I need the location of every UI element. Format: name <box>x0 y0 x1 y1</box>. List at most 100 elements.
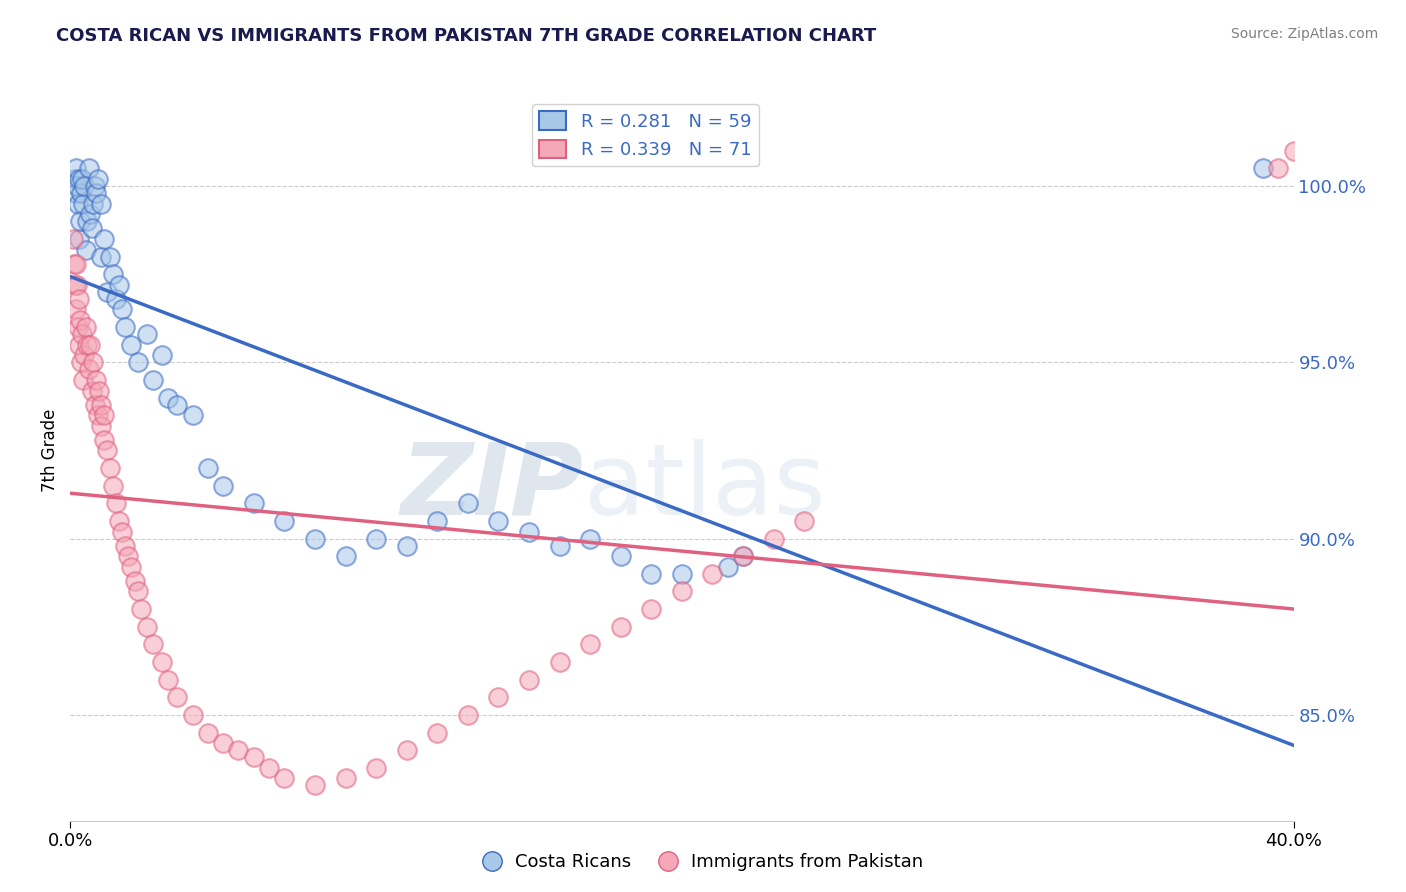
Point <box>1282 144 1305 158</box>
Point <box>77 161 100 176</box>
Point <box>96 443 118 458</box>
Point <box>273 514 295 528</box>
Point <box>1251 161 1274 176</box>
Point <box>65 161 87 176</box>
Point <box>69 337 91 351</box>
Point <box>72 373 94 387</box>
Point <box>83 398 105 412</box>
Point <box>67 292 90 306</box>
Point <box>90 418 112 433</box>
Point <box>457 707 479 722</box>
Point <box>75 243 97 257</box>
Point <box>79 207 101 221</box>
Point <box>90 196 112 211</box>
Point <box>488 690 510 705</box>
Point <box>181 707 204 722</box>
Point <box>111 302 134 317</box>
Point <box>82 355 104 369</box>
Point <box>457 496 479 510</box>
Point <box>488 514 510 528</box>
Point <box>108 277 131 292</box>
Point <box>69 214 91 228</box>
Point <box>105 292 128 306</box>
Point <box>70 327 93 342</box>
Point <box>105 496 128 510</box>
Point <box>108 514 131 528</box>
Point <box>93 232 115 246</box>
Point <box>114 320 136 334</box>
Point <box>793 514 815 528</box>
Point <box>80 384 103 398</box>
Point <box>76 214 98 228</box>
Point <box>70 186 93 200</box>
Point <box>335 772 357 786</box>
Point <box>335 549 357 564</box>
Point <box>73 348 96 362</box>
Point <box>212 479 235 493</box>
Point <box>1267 161 1289 176</box>
Point <box>212 736 235 750</box>
Point <box>66 196 89 211</box>
Point <box>257 761 280 775</box>
Point <box>101 479 124 493</box>
Point <box>366 532 388 546</box>
Point <box>426 725 449 739</box>
Point <box>84 186 107 200</box>
Point <box>150 348 173 362</box>
Text: ZIP: ZIP <box>401 439 583 536</box>
Point <box>671 584 693 599</box>
Point <box>63 277 86 292</box>
Point <box>101 267 124 281</box>
Point <box>579 637 602 651</box>
Point <box>548 655 571 669</box>
Point <box>76 337 98 351</box>
Point <box>731 549 754 564</box>
Point <box>111 524 134 539</box>
Point <box>63 257 86 271</box>
Point <box>243 750 266 764</box>
Legend: Costa Ricans, Immigrants from Pakistan: Costa Ricans, Immigrants from Pakistan <box>475 847 931 879</box>
Point <box>98 461 121 475</box>
Point <box>166 690 188 705</box>
Point <box>87 172 110 186</box>
Point <box>77 362 100 376</box>
Point <box>89 384 111 398</box>
Point <box>69 232 91 246</box>
Point <box>395 743 418 757</box>
Point <box>96 285 118 299</box>
Point <box>65 186 87 200</box>
Point <box>610 620 633 634</box>
Point <box>142 637 165 651</box>
Point <box>124 574 146 588</box>
Point <box>426 514 449 528</box>
Point <box>93 433 115 447</box>
Point <box>197 461 219 475</box>
Point <box>63 172 86 186</box>
Point <box>166 398 188 412</box>
Point <box>157 673 180 687</box>
Point <box>114 539 136 553</box>
Point <box>67 172 90 186</box>
Point <box>197 725 219 739</box>
Point <box>157 391 180 405</box>
Point <box>121 559 143 574</box>
Text: Source: ZipAtlas.com: Source: ZipAtlas.com <box>1230 27 1378 41</box>
Point <box>366 761 388 775</box>
Point <box>640 566 662 581</box>
Text: atlas: atlas <box>583 439 825 536</box>
Point <box>304 778 326 792</box>
Y-axis label: 7th Grade: 7th Grade <box>41 409 59 492</box>
Point <box>121 337 143 351</box>
Point <box>135 327 157 342</box>
Point <box>127 584 149 599</box>
Point <box>69 313 91 327</box>
Point <box>66 320 89 334</box>
Point <box>150 655 173 669</box>
Legend: R = 0.281   N = 59, R = 0.339   N = 71: R = 0.281 N = 59, R = 0.339 N = 71 <box>531 104 758 166</box>
Point <box>717 559 740 574</box>
Point <box>579 532 602 546</box>
Point <box>610 549 633 564</box>
Point <box>90 398 112 412</box>
Point <box>93 408 115 422</box>
Point <box>84 373 107 387</box>
